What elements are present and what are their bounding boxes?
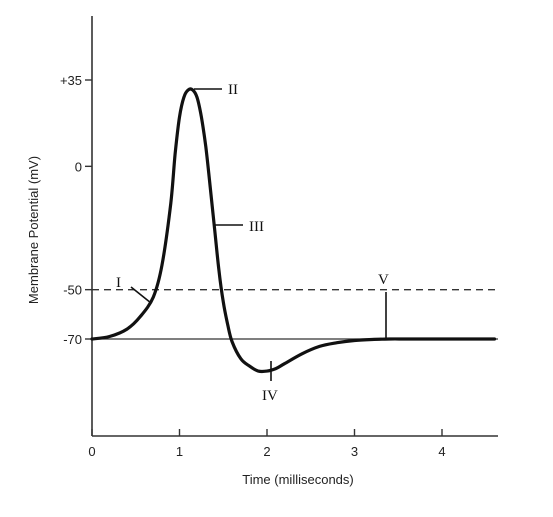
annotation-i: I bbox=[116, 275, 121, 291]
y-tick-label: -70 bbox=[63, 332, 82, 347]
x-tick-label: 3 bbox=[351, 444, 358, 459]
x-axis-title: Time (milliseconds) bbox=[242, 472, 353, 487]
x-ticks: 0 1 2 3 4 bbox=[88, 429, 446, 459]
annotation-v: V bbox=[378, 272, 389, 288]
x-tick-label: 4 bbox=[438, 444, 445, 459]
y-tick-label: 0 bbox=[75, 159, 82, 174]
annotation-iv: IV bbox=[262, 388, 278, 404]
y-tick-label: -50 bbox=[63, 283, 82, 298]
y-axis-title: Membrane Potential (mV) bbox=[26, 156, 41, 304]
annotation-ii: II bbox=[228, 82, 238, 98]
leader-i bbox=[130, 286, 152, 304]
x-tick-label: 0 bbox=[88, 444, 95, 459]
x-tick-label: 2 bbox=[263, 444, 270, 459]
y-ticks: +35 0 -50 -70 bbox=[60, 73, 92, 347]
y-tick-label: +35 bbox=[60, 73, 82, 88]
phase-annotations: I II III IV V bbox=[116, 82, 389, 404]
x-tick-label: 1 bbox=[176, 444, 183, 459]
action-potential-curve bbox=[90, 87, 497, 374]
annotation-iii: III bbox=[249, 219, 264, 235]
